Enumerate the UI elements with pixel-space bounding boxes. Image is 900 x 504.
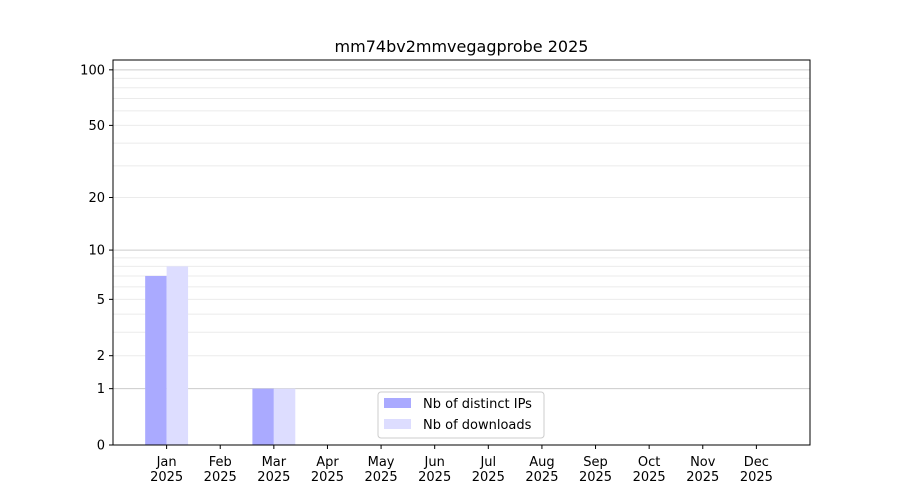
x-tick-label: Sep xyxy=(583,455,608,470)
x-tick-label: 2025 xyxy=(418,470,451,485)
x-tick-label: Oct xyxy=(638,455,660,470)
x-tick-label: 2025 xyxy=(365,470,398,485)
y-tick-label: 1 xyxy=(97,382,105,397)
x-tick-label: 2025 xyxy=(686,470,719,485)
x-tick-label: May xyxy=(368,455,395,470)
legend-label-0: Nb of distinct IPs xyxy=(423,397,532,412)
bar-0-2 xyxy=(252,388,274,445)
x-tick-label: 2025 xyxy=(525,470,558,485)
x-tick-label: Dec xyxy=(744,455,769,470)
bar-0-0 xyxy=(145,275,167,445)
legend-swatch-1 xyxy=(384,419,411,429)
y-tick-label: 100 xyxy=(80,63,105,78)
x-tick-label: 2025 xyxy=(579,470,612,485)
bar-1-2 xyxy=(273,388,296,445)
x-tick-label: 2025 xyxy=(150,470,183,485)
y-tick-label: 5 xyxy=(97,293,105,308)
x-tick-label: 2025 xyxy=(311,470,344,485)
y-tick-label: 20 xyxy=(88,191,105,206)
x-tick-label: Feb xyxy=(209,455,232,470)
plot-frame xyxy=(112,59,811,446)
y-tick-label: 0 xyxy=(97,439,105,454)
x-tick-label: Aug xyxy=(529,455,554,470)
x-tick-label: Jun xyxy=(424,455,445,470)
x-tick-label: Apr xyxy=(316,455,339,470)
x-tick-label: Nov xyxy=(690,455,716,470)
x-tick-label: 2025 xyxy=(472,470,505,485)
x-tick-label: Jul xyxy=(479,455,496,470)
legend-label-1: Nb of downloads xyxy=(423,418,532,433)
x-tick-label: Jan xyxy=(156,455,177,470)
x-tick-label: 2025 xyxy=(257,470,290,485)
chart-title: mm74bv2mmvegagprobe 2025 xyxy=(335,37,589,56)
y-tick-label: 10 xyxy=(88,244,105,259)
x-tick-label: Mar xyxy=(262,455,287,470)
bar-1-0 xyxy=(166,266,189,445)
x-tick-label: 2025 xyxy=(740,470,773,485)
legend-box xyxy=(377,391,545,439)
legend-swatch-0 xyxy=(384,398,411,408)
y-tick-label: 50 xyxy=(88,119,105,134)
x-tick-label: 2025 xyxy=(633,470,666,485)
x-tick-label: 2025 xyxy=(204,470,237,485)
y-tick-label: 2 xyxy=(97,349,105,364)
